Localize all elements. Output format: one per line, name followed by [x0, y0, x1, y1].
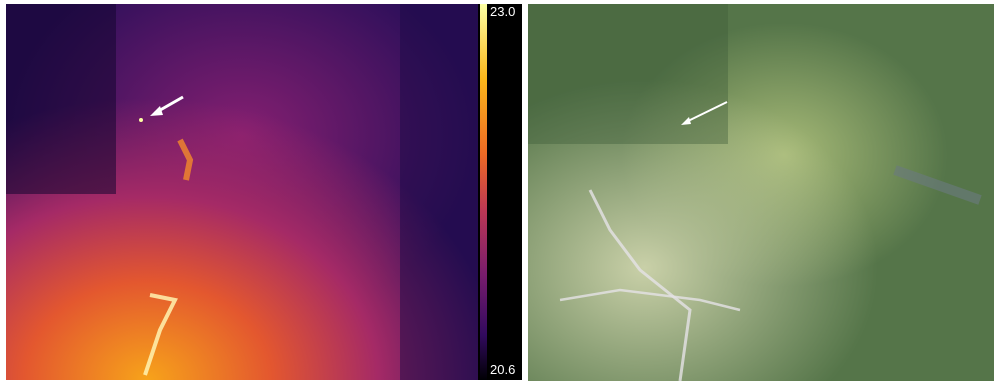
page: 23.0 20.6 (() => { const data = JSON.par…	[0, 0, 994, 381]
colorbar-min-label: 20.6	[490, 362, 515, 377]
figure: 23.0 20.6	[0, 0, 994, 381]
colorbar-max-label: 23.0	[490, 4, 515, 19]
colorbar: 23.0 20.6	[478, 4, 522, 380]
colorbar-gradient	[480, 4, 487, 380]
thermal-image	[6, 4, 478, 380]
rgb-photo	[528, 4, 994, 381]
